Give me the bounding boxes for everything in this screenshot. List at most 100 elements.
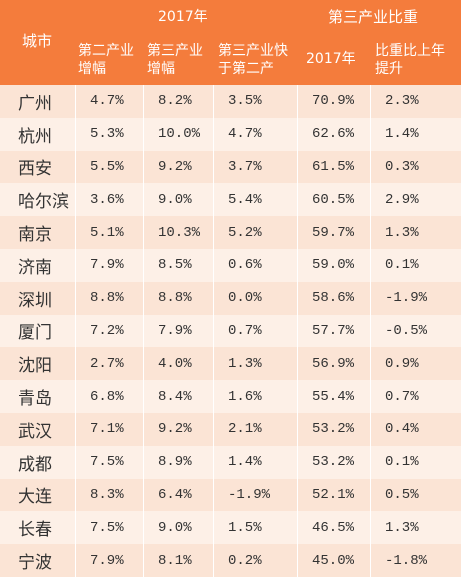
table-row: 南京 5.1% 10.3% 5.2% 59.7% 1.3% [0,216,461,249]
value-cell: 6.4% [143,478,213,512]
value-cell: 59.7% [297,216,370,249]
value-cell: 5.1% [75,216,143,249]
value-cell: 0.1% [370,249,461,282]
value-cell: 1.4% [370,117,461,151]
value-cell: 8.8% [143,281,213,315]
value-cell: 8.9% [143,445,213,479]
value-cell: 7.9% [143,314,213,348]
table-row: 杭州 5.3% 10.0% 4.7% 62.6% 1.4% [0,117,461,151]
value-cell: 59.0% [297,249,370,282]
value-cell: 9.2% [143,150,213,184]
value-cell: 8.1% [143,544,213,577]
table-row: 宁波 7.9% 8.1% 0.2% 45.0% -1.8% [0,544,461,577]
value-cell: 4.7% [75,85,143,118]
city-cell: 宁波 [18,553,52,574]
header-city: 城市 [22,32,53,50]
value-cell: 53.2% [297,413,370,446]
header-group: 2017年 [158,9,208,25]
value-cell: 5.5% [75,150,143,184]
value-cell: 2.3% [370,85,461,118]
value-cell: 4.7% [213,117,297,151]
table-row: 武汉 7.1% 9.2% 2.1% 53.2% 0.4% [0,413,461,446]
value-cell: 2.7% [75,347,143,381]
table-row: 长春 7.5% 9.0% 1.5% 46.5% 1.3% [0,511,461,545]
value-cell: 7.5% [75,445,143,479]
value-cell: -1.9% [213,478,297,512]
value-cell: 7.9% [75,544,143,577]
header-column: 第三产业快 于第二产 [218,43,288,77]
table-row: 西安 5.5% 9.2% 3.7% 61.5% 0.3% [0,150,461,184]
table-row: 青岛 6.8% 8.4% 1.6% 55.4% 0.7% [0,380,461,413]
city-cell: 成都 [18,454,52,475]
value-cell: 1.3% [370,511,461,545]
value-cell: 9.0% [143,183,213,217]
value-cell: 60.5% [297,183,370,217]
value-cell: 9.2% [143,413,213,446]
value-cell: 5.4% [213,183,297,217]
city-cell: 杭州 [18,126,52,147]
city-cell: 深圳 [18,290,52,311]
value-cell: 2.1% [213,413,297,446]
city-cell: 广州 [18,93,52,114]
value-cell: 0.1% [370,445,461,479]
value-cell: 52.1% [297,478,370,512]
value-cell: 6.8% [75,380,143,413]
value-cell: 58.6% [297,281,370,315]
value-cell: 62.6% [297,117,370,151]
value-cell: 2.9% [370,183,461,217]
value-cell: 46.5% [297,511,370,545]
header-group: 第三产业比重 [328,8,419,26]
value-cell: 8.8% [75,281,143,315]
city-cell: 南京 [18,225,52,246]
value-cell: 3.6% [75,183,143,217]
value-cell: 0.2% [213,544,297,577]
value-cell: -1.8% [370,544,461,577]
value-cell: 8.3% [75,478,143,512]
value-cell: 70.9% [297,85,370,118]
city-cell: 沈阳 [18,356,52,377]
city-cell: 哈尔滨 [18,192,69,213]
value-cell: 1.6% [213,380,297,413]
table-row: 广州 4.7% 8.2% 3.5% 70.9% 2.3% [0,85,461,118]
value-cell: 1.5% [213,511,297,545]
value-cell: 45.0% [297,544,370,577]
table-row: 济南 7.9% 8.5% 0.6% 59.0% 0.1% [0,249,461,282]
value-cell: 57.7% [297,314,370,348]
value-cell: 1.3% [213,347,297,381]
value-cell: 5.2% [213,216,297,249]
table-row: 沈阳 2.7% 4.0% 1.3% 56.9% 0.9% [0,347,461,381]
value-cell: 1.4% [213,445,297,479]
city-cell: 西安 [18,159,52,180]
value-cell: 8.2% [143,85,213,118]
value-cell: 10.0% [143,117,213,151]
value-cell: 7.5% [75,511,143,545]
table-row: 厦门 7.2% 7.9% 0.7% 57.7% -0.5% [0,314,461,348]
value-cell: 5.3% [75,117,143,151]
value-cell: 0.7% [370,380,461,413]
header-column: 第三产业 增幅 [147,43,203,77]
header-column: 2017年 [306,51,356,67]
table-row: 大连 8.3% 6.4% -1.9% 52.1% 0.5% [0,478,461,512]
table-row: 成都 7.5% 8.9% 1.4% 53.2% 0.1% [0,445,461,479]
value-cell: 0.3% [370,150,461,184]
value-cell: 0.7% [213,314,297,348]
value-cell: 0.4% [370,413,461,446]
value-cell: 3.7% [213,150,297,184]
value-cell: 0.9% [370,347,461,381]
value-cell: 10.3% [143,216,213,249]
city-cell: 厦门 [18,323,52,344]
value-cell: 61.5% [297,150,370,184]
city-cell: 大连 [18,487,52,508]
city-cell: 武汉 [18,421,52,442]
value-cell: 0.6% [213,249,297,282]
value-cell: 0.5% [370,478,461,512]
value-cell: 56.9% [297,347,370,381]
value-cell: 7.2% [75,314,143,348]
value-cell: 1.3% [370,216,461,249]
header-bar [0,0,461,85]
value-cell: 9.0% [143,511,213,545]
value-cell: 0.0% [213,281,297,315]
header-column: 第二产业 增幅 [78,43,134,77]
value-cell: 53.2% [297,445,370,479]
